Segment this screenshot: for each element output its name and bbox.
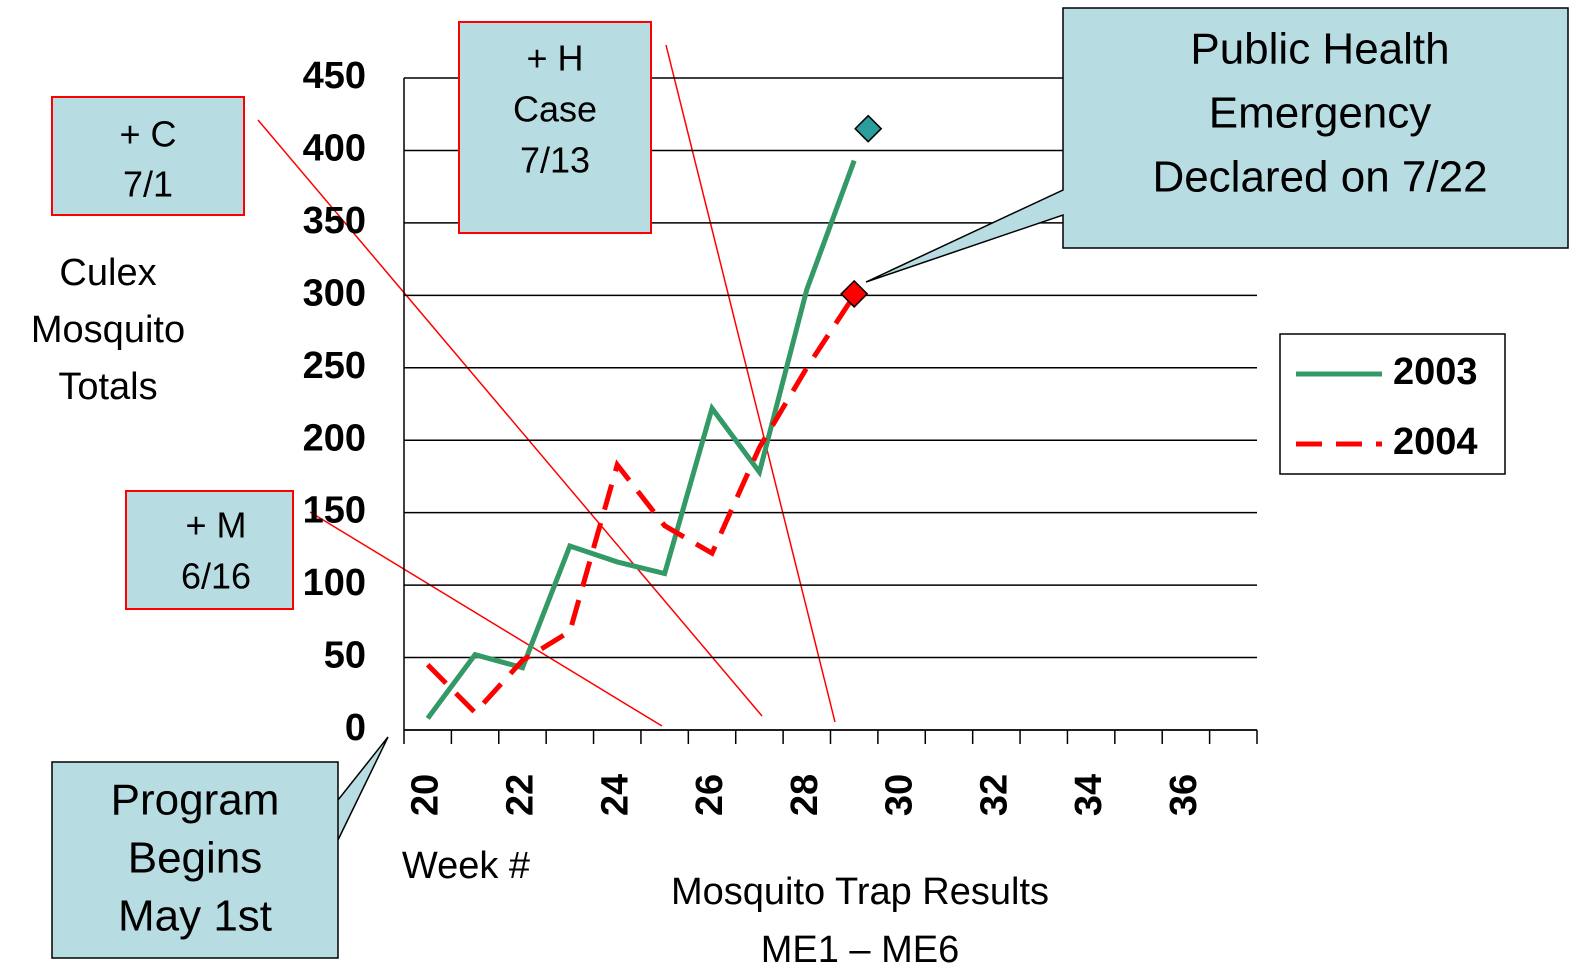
y-tick-label: 400 (303, 127, 366, 169)
y-tick-label: 0 (345, 707, 366, 749)
annotation-text: Declared on 7/22 (1152, 153, 1487, 202)
annotation-text: Begins (128, 834, 263, 883)
x-axis-label: Week # (402, 845, 530, 887)
pointer-line (309, 511, 663, 727)
y-axis-label: Totals (58, 366, 157, 408)
annotation-text: 6/16 (181, 556, 251, 597)
annotation-box (125, 490, 294, 610)
y-tick-label: 50 (324, 635, 366, 677)
y-tick-label: 350 (303, 200, 366, 242)
annotation-text: Public Health (1190, 25, 1449, 74)
legend-label: 2003 (1393, 351, 1478, 393)
x-tick-label: 22 (500, 774, 542, 816)
caption: ME1 – ME6 (761, 929, 960, 971)
legend-label: 2004 (1393, 421, 1478, 463)
highlight-marker (840, 279, 869, 308)
annotation-box (51, 96, 245, 216)
y-tick-label: 150 (303, 490, 366, 532)
annotation-text: 7/1 (123, 164, 173, 205)
pointer-line (257, 119, 763, 717)
annotation-text: Case (513, 89, 597, 130)
pointer-line (665, 44, 836, 723)
x-tick-label: 36 (1163, 774, 1205, 816)
series-line (425, 293, 857, 717)
x-tick-label: 32 (973, 774, 1015, 816)
annotation-text: + C (119, 114, 176, 155)
series-line (425, 159, 857, 720)
legend-entries: 2003 2004 (1296, 351, 1478, 463)
highlight-marker (854, 114, 883, 143)
annotation-text: + M (185, 505, 246, 546)
annotation-text: 7/13 (520, 140, 590, 181)
x-tick-label: 20 (405, 774, 447, 816)
caption: Mosquito Trap Results (671, 871, 1049, 913)
y-tick-label: 250 (303, 345, 366, 387)
x-tick-label: 24 (594, 774, 636, 816)
annotation-text: Program (111, 776, 280, 825)
x-tick-label: 26 (689, 774, 731, 816)
legend (1279, 333, 1506, 475)
callout (865, 7, 1569, 283)
annotation-box (458, 21, 652, 234)
x-tick-label: 34 (1068, 774, 1110, 816)
callout (51, 736, 389, 959)
y-tick-label: 100 (303, 562, 366, 604)
annotation-text: May 1st (118, 892, 272, 941)
y-tick-label: 450 (303, 55, 366, 97)
y-axis-label: Mosquito (31, 309, 185, 351)
x-tick-label: 28 (784, 774, 826, 816)
annotation-text: Emergency (1209, 89, 1432, 138)
y-axis-label: Culex (59, 252, 156, 294)
annotation-text: + H (526, 38, 583, 79)
plot-area: 0 50 100 150 200 250 300 350 400 450 20 22 24 26 28 30 3… (303, 55, 1258, 816)
y-tick-label: 300 (303, 272, 366, 314)
x-tick-label: 30 (879, 774, 921, 816)
y-tick-label: 200 (303, 417, 366, 459)
